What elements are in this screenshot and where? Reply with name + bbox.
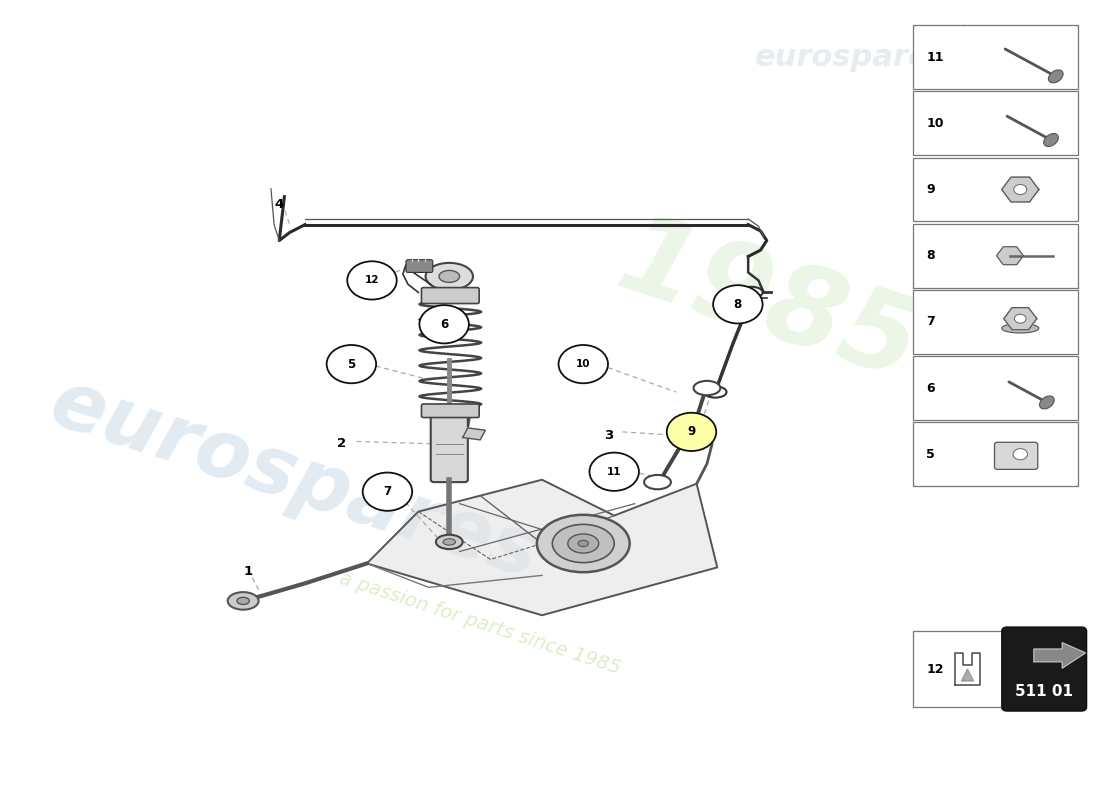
Circle shape: [327, 345, 376, 383]
Text: 11: 11: [926, 50, 944, 64]
Ellipse shape: [568, 534, 598, 553]
Text: a passion for parts since 1985: a passion for parts since 1985: [338, 569, 624, 678]
Text: 6: 6: [926, 382, 935, 394]
Polygon shape: [997, 246, 1023, 265]
Circle shape: [1013, 449, 1027, 460]
Bar: [913, 422, 1078, 486]
Text: 9: 9: [688, 426, 695, 438]
Text: 3: 3: [604, 430, 614, 442]
Text: 4: 4: [275, 198, 284, 211]
Circle shape: [590, 453, 639, 491]
Ellipse shape: [552, 524, 614, 562]
Text: 2: 2: [337, 438, 345, 450]
Text: 6: 6: [440, 318, 449, 330]
Polygon shape: [366, 480, 717, 615]
Ellipse shape: [1044, 134, 1058, 146]
Circle shape: [713, 286, 762, 323]
Text: 7: 7: [384, 485, 392, 498]
Ellipse shape: [537, 515, 629, 572]
Ellipse shape: [645, 475, 671, 490]
Ellipse shape: [236, 598, 250, 605]
Bar: [913, 26, 1078, 89]
Ellipse shape: [740, 286, 762, 298]
FancyBboxPatch shape: [421, 287, 480, 303]
Text: 1985: 1985: [605, 206, 933, 403]
Ellipse shape: [704, 386, 726, 398]
Polygon shape: [961, 669, 974, 681]
Bar: [913, 91, 1078, 155]
Text: 7: 7: [926, 315, 935, 328]
Polygon shape: [463, 428, 485, 440]
Polygon shape: [1034, 642, 1086, 668]
Text: 10: 10: [926, 117, 944, 130]
Ellipse shape: [426, 263, 473, 290]
Text: 12: 12: [926, 662, 944, 675]
Ellipse shape: [579, 540, 588, 546]
Ellipse shape: [436, 534, 463, 549]
Ellipse shape: [1040, 396, 1054, 409]
Text: eurospares: eurospares: [755, 42, 947, 72]
Circle shape: [1014, 314, 1026, 323]
Bar: [913, 224, 1078, 287]
FancyBboxPatch shape: [431, 412, 467, 482]
Ellipse shape: [443, 538, 455, 545]
FancyBboxPatch shape: [1002, 627, 1087, 711]
Circle shape: [667, 413, 716, 451]
Text: 8: 8: [734, 298, 742, 311]
Ellipse shape: [228, 592, 258, 610]
Polygon shape: [955, 26, 990, 61]
Text: 10: 10: [576, 359, 591, 369]
Circle shape: [419, 305, 469, 343]
Ellipse shape: [1048, 70, 1063, 83]
Ellipse shape: [1002, 323, 1038, 333]
FancyBboxPatch shape: [406, 260, 432, 273]
Text: 8: 8: [926, 250, 935, 262]
Polygon shape: [1004, 308, 1037, 330]
Polygon shape: [1002, 177, 1038, 202]
Bar: [913, 290, 1078, 354]
Bar: [913, 356, 1078, 420]
Circle shape: [559, 345, 608, 383]
FancyBboxPatch shape: [421, 404, 480, 418]
Text: 5: 5: [348, 358, 355, 370]
FancyBboxPatch shape: [994, 442, 1037, 470]
Circle shape: [1014, 185, 1026, 194]
Text: 9: 9: [926, 183, 935, 196]
Text: eurospares: eurospares: [41, 364, 549, 595]
Bar: [913, 631, 1004, 707]
Circle shape: [363, 473, 412, 511]
Text: 12: 12: [365, 275, 380, 286]
Bar: [913, 158, 1078, 222]
Text: 11: 11: [607, 466, 621, 477]
Text: 511 01: 511 01: [1015, 684, 1074, 699]
Circle shape: [348, 262, 397, 299]
Text: 1: 1: [244, 565, 253, 578]
Ellipse shape: [439, 270, 460, 282]
Text: 5: 5: [926, 448, 935, 461]
Ellipse shape: [694, 381, 720, 395]
